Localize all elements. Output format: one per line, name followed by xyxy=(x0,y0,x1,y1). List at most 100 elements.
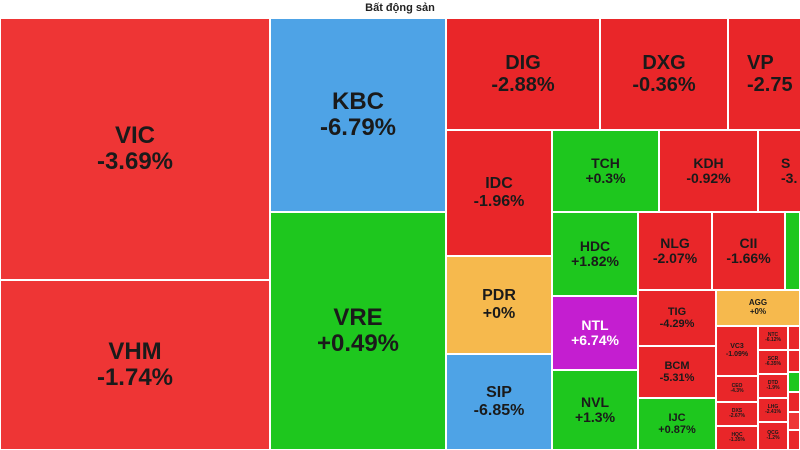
change-label: -2.75 xyxy=(747,74,793,96)
tile-hqc[interactable]: HQC -1.35% xyxy=(716,426,758,450)
tile-scr[interactable]: S -3. xyxy=(758,130,800,212)
tile-tig[interactable]: TIG -4.29% xyxy=(638,290,716,346)
tile-scr-small[interactable]: SCR -6.35% xyxy=(758,350,788,374)
tile-ijc[interactable]: IJC +0.87% xyxy=(638,398,716,450)
ticker-label: TCH xyxy=(591,154,620,171)
ticker-label: KDH xyxy=(693,154,724,171)
change-label: +0.49% xyxy=(316,330,400,357)
ticker-label: QCG xyxy=(767,429,779,436)
change-label: -5.31% xyxy=(659,372,695,384)
ticker-label: VC3 xyxy=(730,343,744,351)
ticker-label: VRE xyxy=(333,303,383,331)
change-label: -6.85% xyxy=(473,402,525,419)
tile-hdc[interactable]: HDC +1.82% xyxy=(552,212,638,296)
tile-ceo[interactable]: CEO -4.3% xyxy=(716,376,758,402)
tile-tiny-6[interactable] xyxy=(788,430,800,450)
ticker-label: IJC xyxy=(668,411,686,424)
ticker-label: VP xyxy=(747,52,774,74)
ticker-label: NTC xyxy=(767,331,779,338)
ticker-label: AGG xyxy=(748,298,768,308)
tile-ntl[interactable]: NTL +6.74% xyxy=(552,296,638,370)
ticker-label: KBC xyxy=(332,87,384,115)
ticker-label: CEO xyxy=(731,382,743,389)
tile-sip[interactable]: SIP -6.85% xyxy=(446,354,552,450)
change-label: -4.3% xyxy=(730,388,744,394)
change-label: +0% xyxy=(482,305,516,322)
change-label: -1.74% xyxy=(96,364,174,391)
tile-agg[interactable]: AGG +0% xyxy=(716,290,800,326)
change-label: -4.29% xyxy=(659,318,695,330)
ticker-label: DXG xyxy=(642,52,686,74)
change-label: +0% xyxy=(749,307,767,316)
ticker-label: SCR xyxy=(767,355,779,362)
tile-bcm[interactable]: BCM -5.31% xyxy=(638,346,716,398)
tile-vhm[interactable]: VHM -1.74% xyxy=(0,280,270,450)
ticker-label: TIG xyxy=(667,305,687,318)
change-label: -1.2% xyxy=(766,435,780,441)
tile-cii[interactable]: CII -1.66% xyxy=(712,212,785,290)
tile-tiny-3[interactable] xyxy=(788,372,800,392)
change-label: -2.88% xyxy=(491,74,555,96)
change-label: -2.07% xyxy=(652,250,698,266)
tile-ntc[interactable]: NTC -6.12% xyxy=(758,326,788,350)
ticker-label: VHM xyxy=(108,337,162,365)
tile-tiny-1[interactable] xyxy=(788,326,800,350)
ticker-label: HQC xyxy=(731,431,743,438)
change-label: +1.82% xyxy=(571,253,619,269)
ticker-label: IDC xyxy=(485,175,513,193)
tile-dxg[interactable]: DXG -0.36% xyxy=(600,18,728,130)
tile-pdr[interactable]: PDR +0% xyxy=(446,256,552,354)
tile-idc[interactable]: IDC -1.96% xyxy=(446,130,552,256)
change-label: -1.09% xyxy=(725,351,749,358)
tile-vc3[interactable]: VC3 -1.09% xyxy=(716,326,758,376)
tile-tiny-2[interactable] xyxy=(788,350,800,372)
tile-qcg[interactable]: QCG -1.2% xyxy=(758,422,788,450)
treemap-title: Bất động sản xyxy=(365,2,435,14)
change-label: -1.66% xyxy=(726,250,771,266)
ticker-label: SIP xyxy=(486,384,512,402)
tile-lhg[interactable]: LHG -2.41% xyxy=(758,398,788,422)
change-label: -3.69% xyxy=(96,148,174,175)
tile-green-partial[interactable] xyxy=(785,212,800,290)
tile-dxs[interactable]: DXS -2.67% xyxy=(716,402,758,426)
tile-tch[interactable]: TCH +0.3% xyxy=(552,130,659,212)
ticker-label: NVL xyxy=(581,393,609,410)
ticker-label: BCM xyxy=(664,359,690,372)
tile-kbc[interactable]: KBC -6.79% xyxy=(270,18,446,212)
sector-treemap: VIC -3.69% VHM -1.74% KBC -6.79% VRE +0.… xyxy=(0,18,800,450)
ticker-label: DIG xyxy=(505,52,541,74)
tile-dtd[interactable]: DTD -1.9% xyxy=(758,374,788,398)
tile-tiny-4[interactable] xyxy=(788,392,800,412)
ticker-label: HDC xyxy=(579,237,611,254)
tile-nvl[interactable]: NVL +1.3% xyxy=(552,370,638,450)
tile-kdh[interactable]: KDH -0.92% xyxy=(659,130,758,212)
ticker-label: NLG xyxy=(660,234,690,251)
change-label: +6.74% xyxy=(571,332,619,348)
change-label: -0.36% xyxy=(632,74,696,96)
change-label: -2.41% xyxy=(765,409,781,415)
change-label: -3. xyxy=(781,170,798,186)
change-label: -6.35% xyxy=(765,361,781,367)
tile-tiny-5[interactable] xyxy=(788,412,800,430)
ticker-label: NTL xyxy=(581,316,609,333)
change-label: -1.35% xyxy=(729,437,745,443)
change-label: -6.79% xyxy=(319,114,397,141)
ticker-label: CII xyxy=(739,234,758,251)
change-label: -6.12% xyxy=(765,337,781,343)
change-label: -1.96% xyxy=(473,193,525,210)
change-label: +1.3% xyxy=(574,409,616,425)
tile-vpi[interactable]: VP -2.75 xyxy=(728,18,800,130)
change-label: +0.3% xyxy=(585,170,626,186)
change-label: -1.9% xyxy=(766,385,780,391)
ticker-label: S xyxy=(781,154,791,171)
ticker-label: DXS xyxy=(731,407,743,414)
ticker-label: LHG xyxy=(767,403,779,410)
tile-dig[interactable]: DIG -2.88% xyxy=(446,18,600,130)
tile-nlg[interactable]: NLG -2.07% xyxy=(638,212,712,290)
change-label: -0.92% xyxy=(686,170,731,186)
change-label: +0.87% xyxy=(658,424,696,436)
ticker-label: VIC xyxy=(114,121,155,149)
tile-vre[interactable]: VRE +0.49% xyxy=(270,212,446,450)
change-label: -2.67% xyxy=(729,413,745,419)
tile-vic[interactable]: VIC -3.69% xyxy=(0,18,270,280)
